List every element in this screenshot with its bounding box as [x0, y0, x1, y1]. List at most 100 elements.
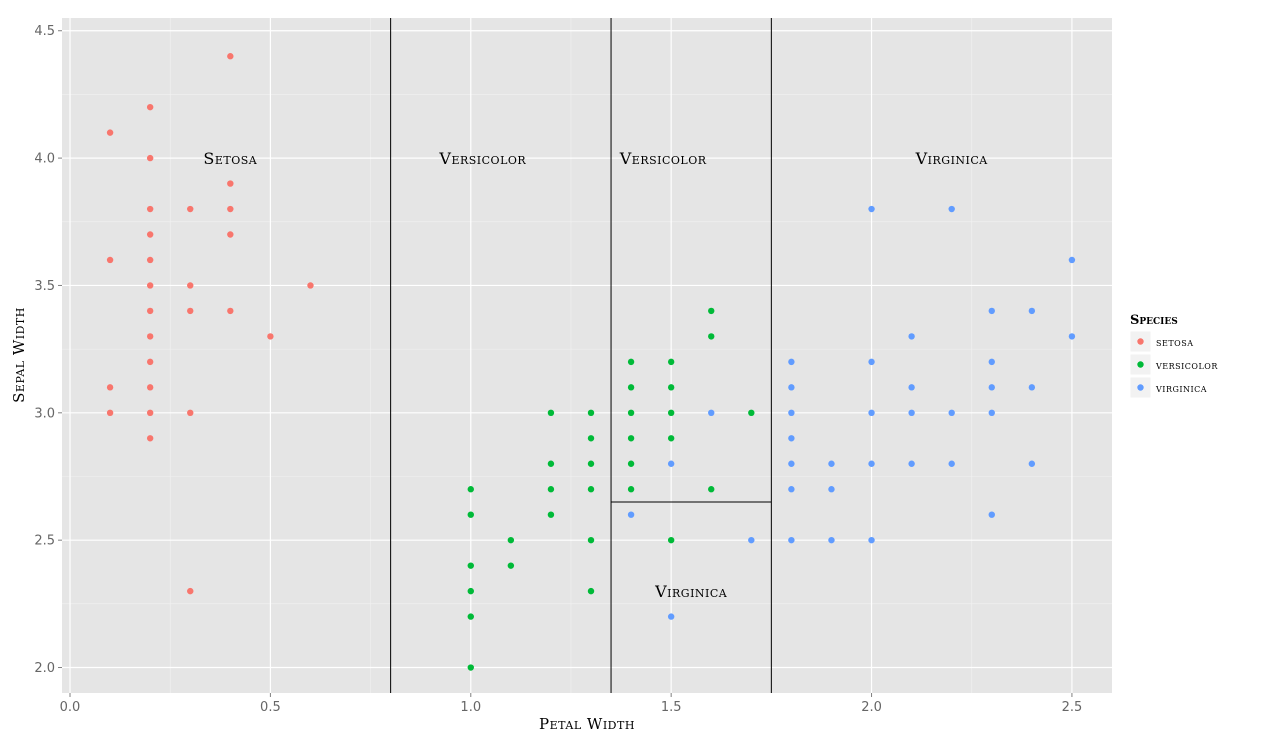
data-point-versicolor: [667, 358, 675, 366]
y-tick-label: 2.0: [34, 661, 55, 676]
data-point-virginica: [988, 358, 995, 366]
data-points: [106, 53, 1076, 671]
data-point-setosa: [146, 154, 154, 162]
data-point-versicolor: [507, 562, 515, 569]
legend-title: Species: [1130, 313, 1178, 328]
data-point-versicolor: [587, 486, 595, 493]
y-tick-label: 4.0: [34, 152, 55, 167]
region-label: Versicolor: [438, 149, 526, 168]
data-point-virginica: [1028, 460, 1036, 467]
data-point-setosa: [146, 103, 154, 111]
data-point-setosa: [146, 282, 154, 289]
region-label: Setosa: [203, 149, 257, 168]
data-point-setosa: [227, 180, 234, 187]
axes: 0.0 0.5 1.0 1.5 2.0 2.5 2.0 2.5 3.0 3.5 4.0 4.5: [34, 24, 1082, 715]
data-point-virginica: [627, 511, 635, 518]
data-point-versicolor: [547, 511, 555, 518]
data-point-virginica: [667, 613, 675, 620]
data-point-virginica: [667, 460, 675, 467]
y-tick-label: 2.5: [34, 534, 55, 549]
data-point-versicolor: [627, 460, 635, 467]
legend-label: setosa: [1156, 335, 1193, 349]
legend-marker: [1137, 361, 1144, 368]
data-point-setosa: [146, 307, 154, 315]
region-label: Versicolor: [619, 149, 707, 168]
x-axis-title: Petal Width: [539, 715, 635, 733]
data-point-setosa: [146, 435, 154, 442]
legend-marker: [1137, 338, 1144, 345]
data-point-virginica: [988, 511, 995, 518]
legend-item-virginica: virginica: [1129, 376, 1207, 399]
data-point-virginica: [868, 358, 875, 366]
data-point-versicolor: [587, 587, 595, 595]
data-point-setosa: [187, 307, 194, 315]
data-point-versicolor: [667, 409, 675, 417]
data-point-virginica: [788, 460, 795, 467]
data-point-versicolor: [467, 613, 474, 620]
y-tick-label: 3.0: [34, 406, 55, 421]
data-point-setosa: [106, 384, 114, 391]
data-point-setosa: [146, 231, 154, 238]
data-point-versicolor: [467, 587, 474, 595]
data-point-setosa: [146, 409, 154, 417]
data-point-versicolor: [627, 358, 635, 366]
data-point-virginica: [948, 205, 955, 213]
data-point-setosa: [146, 384, 154, 391]
y-tick-label: 3.5: [34, 279, 55, 294]
x-tick-label: 2.0: [861, 700, 882, 715]
x-tick-label: 0.0: [60, 700, 81, 715]
y-tick-label: 4.5: [34, 24, 55, 39]
data-point-virginica: [788, 409, 795, 417]
y-axis-title: Sepal Width: [10, 307, 28, 403]
data-point-virginica: [988, 307, 995, 315]
data-point-setosa: [146, 256, 154, 264]
data-point-virginica: [908, 409, 915, 417]
data-point-setosa: [106, 129, 114, 136]
region-labels: Setosa Versicolor Versicolor Virginica Virgi…: [203, 149, 989, 601]
x-tick-label: 1.0: [460, 700, 481, 715]
legend-item-versicolor: versicolor: [1129, 353, 1218, 376]
data-point-virginica: [748, 536, 755, 544]
data-point-virginica: [788, 536, 795, 544]
x-tick-label: 0.5: [260, 700, 281, 715]
data-point-virginica: [788, 486, 795, 493]
data-point-virginica: [988, 409, 995, 417]
data-point-virginica: [948, 409, 955, 417]
data-point-setosa: [146, 333, 154, 340]
data-point-versicolor: [748, 409, 755, 417]
data-point-virginica: [1028, 307, 1036, 315]
data-point-versicolor: [667, 536, 675, 544]
data-point-versicolor: [667, 384, 675, 391]
data-point-virginica: [788, 435, 795, 442]
data-point-setosa: [227, 205, 234, 213]
data-point-versicolor: [708, 486, 715, 493]
data-point-setosa: [187, 587, 194, 595]
data-point-versicolor: [507, 536, 515, 544]
data-point-setosa: [307, 282, 314, 289]
data-point-setosa: [146, 358, 154, 366]
data-point-virginica: [868, 205, 875, 213]
data-point-versicolor: [467, 486, 474, 493]
data-point-virginica: [1068, 256, 1076, 264]
x-tick-label: 1.5: [661, 700, 682, 715]
data-point-versicolor: [627, 486, 635, 493]
data-point-versicolor: [627, 409, 635, 417]
data-point-versicolor: [547, 486, 555, 493]
region-label: Virginica: [915, 149, 989, 168]
data-point-virginica: [788, 384, 795, 391]
legend-label: versicolor: [1155, 358, 1218, 372]
data-point-versicolor: [467, 664, 474, 671]
major-grid: [62, 18, 1112, 693]
minor-grid: [62, 18, 1112, 693]
data-point-virginica: [868, 536, 875, 544]
legend-label: virginica: [1155, 381, 1207, 395]
legend: Species setosa versicolor virginica: [1129, 313, 1218, 399]
data-point-virginica: [948, 460, 955, 467]
data-point-virginica: [868, 409, 875, 417]
decision-boundaries: [390, 18, 772, 693]
region-label: Virginica: [654, 582, 728, 601]
x-tick-label: 2.5: [1062, 700, 1083, 715]
data-point-versicolor: [467, 511, 474, 518]
data-point-setosa: [187, 282, 194, 289]
